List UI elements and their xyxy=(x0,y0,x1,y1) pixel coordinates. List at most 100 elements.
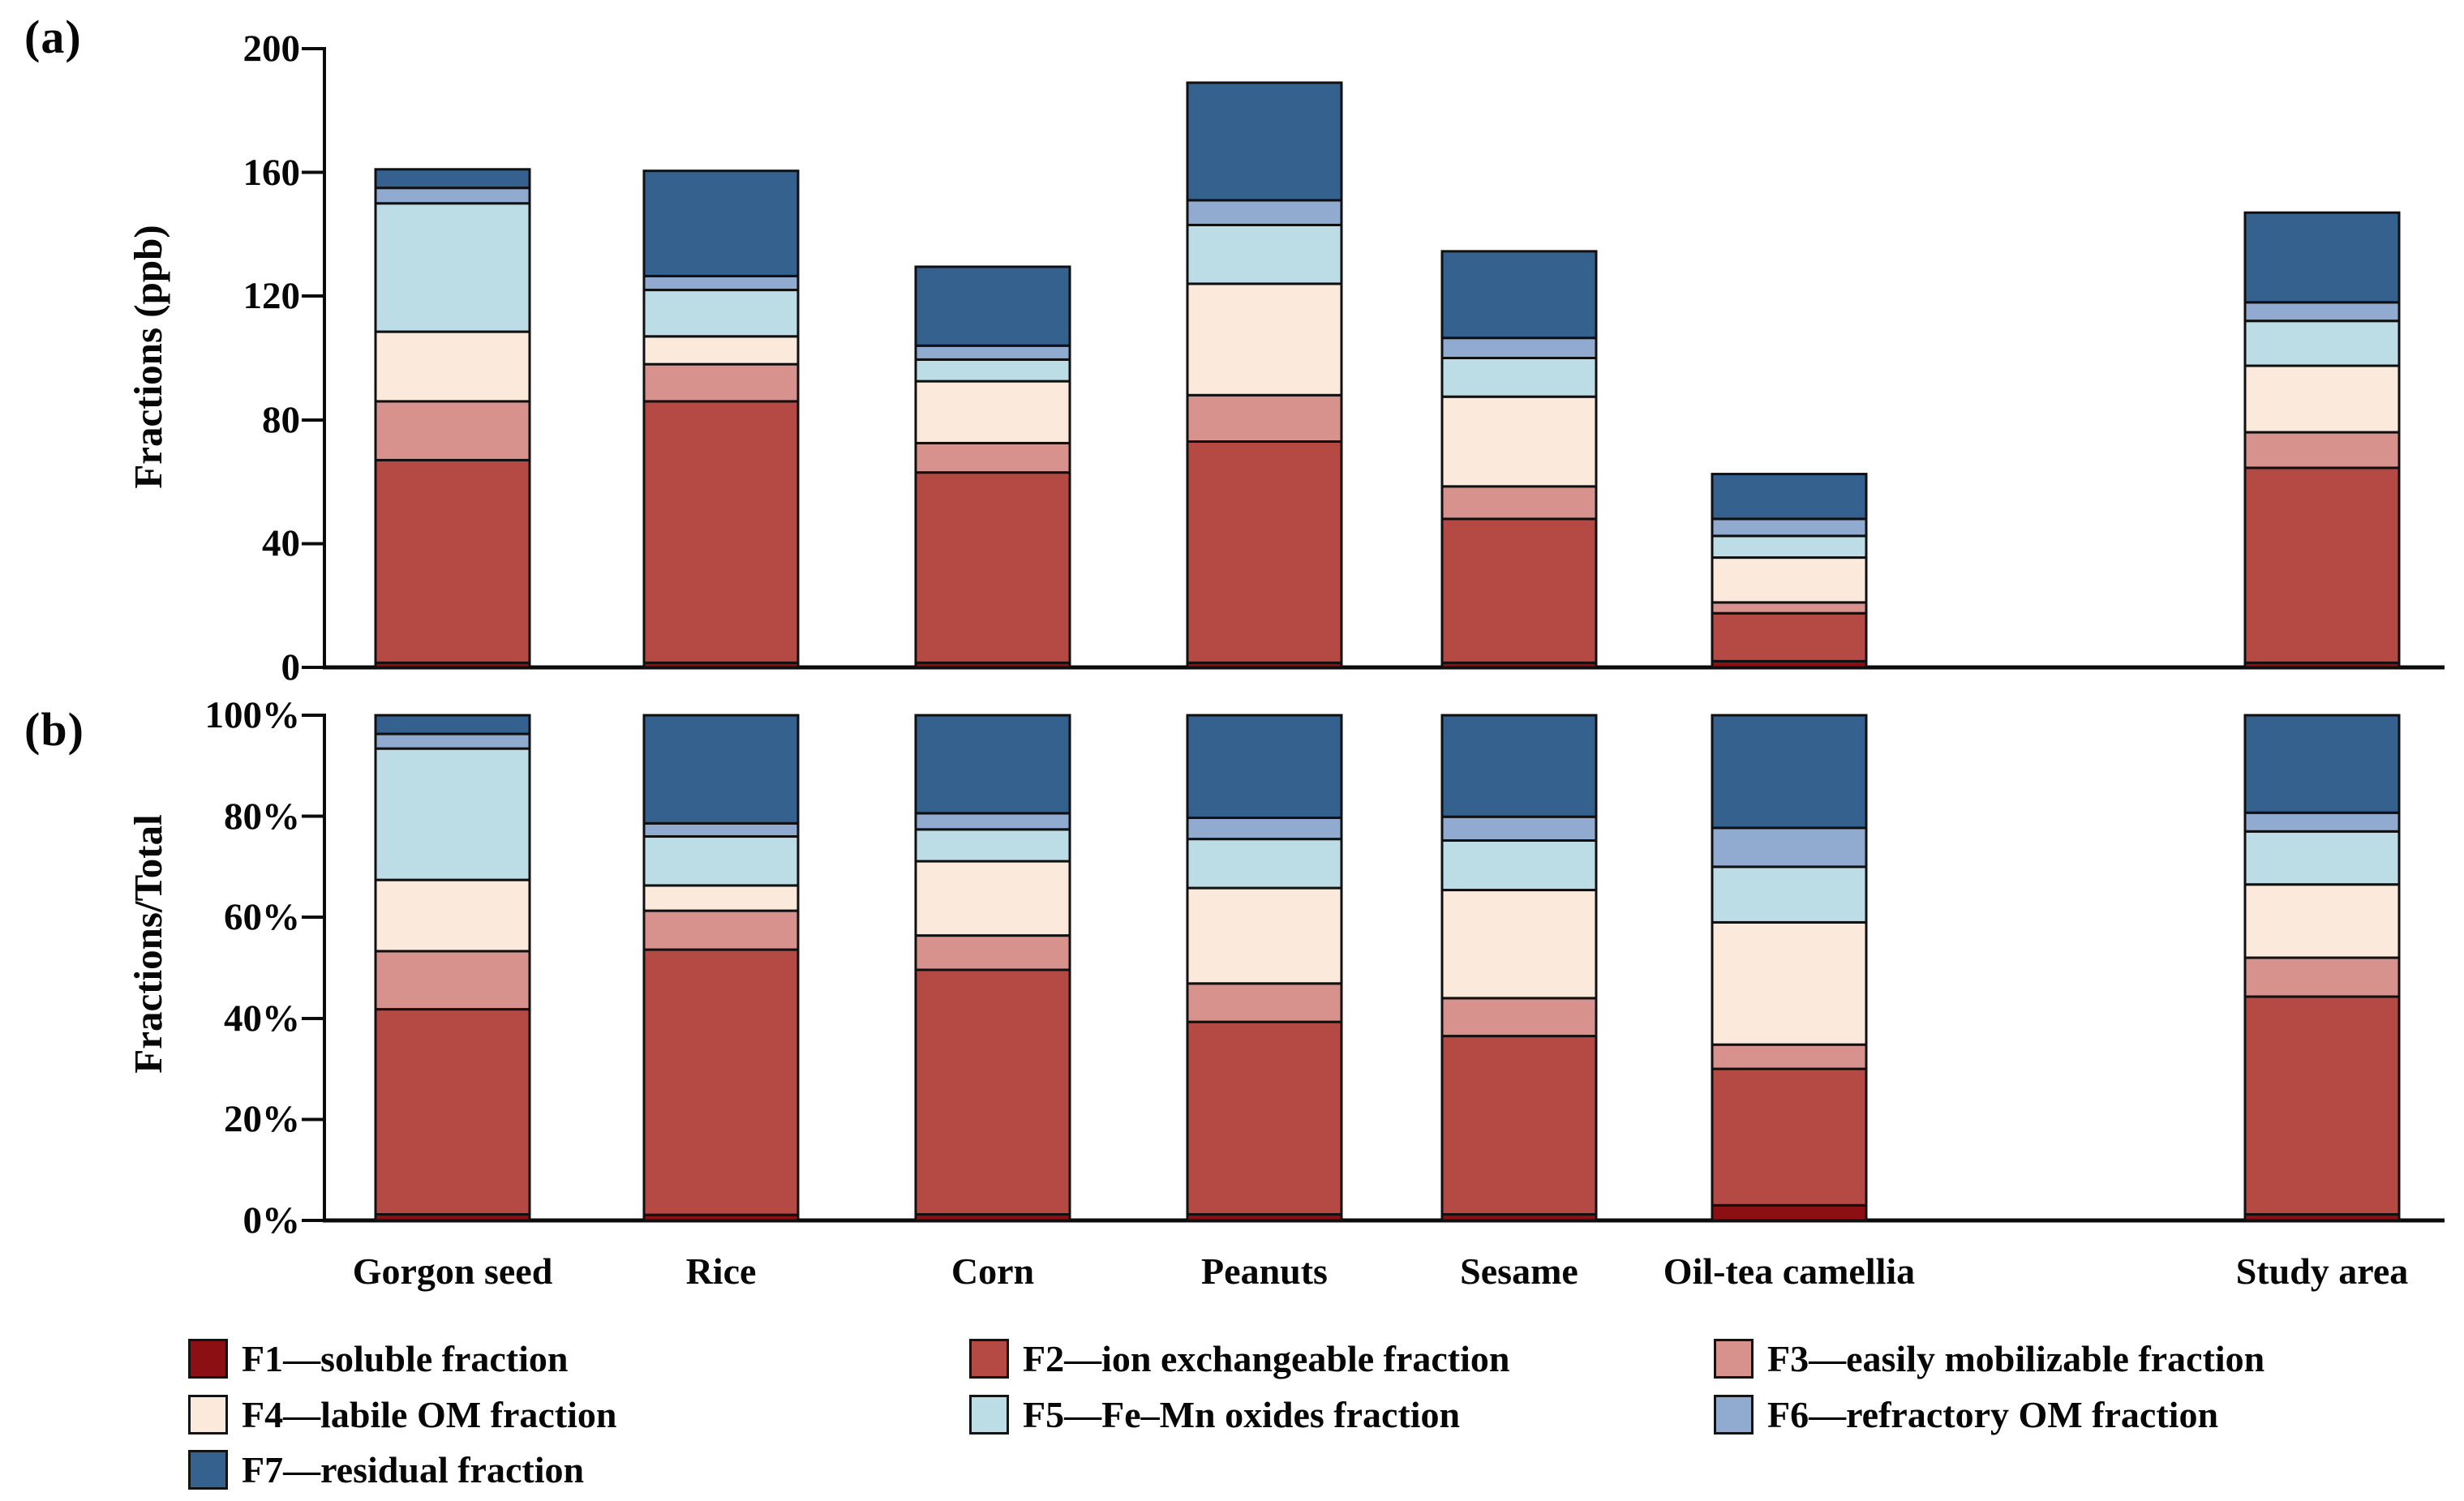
bar-segment-a-sesame-f6 xyxy=(1440,337,1598,360)
bar-segment-b-peanuts-f6 xyxy=(1186,816,1343,841)
bar-segment-b-study-area-f3 xyxy=(2243,956,2401,998)
legend-swatch-f1 xyxy=(188,1338,228,1379)
legend-item-f4: F4—labile OM fraction xyxy=(188,1394,616,1435)
bar-segment-b-sesame-f7 xyxy=(1440,714,1598,818)
bar-segment-b-sesame-f5 xyxy=(1440,839,1598,892)
y-tick-label-b-80: 80% xyxy=(224,795,300,838)
bar-segment-a-sesame-f7 xyxy=(1440,250,1598,340)
bar-segment-b-rice-f4 xyxy=(642,884,800,912)
panel-b-label: (b) xyxy=(24,703,84,756)
category-label-sesame: Sesame xyxy=(1460,1250,1578,1292)
category-label-oil-tea-camellia: Oil-tea camellia xyxy=(1663,1250,1916,1292)
bar-segment-a-gorgon-seed-f5 xyxy=(374,202,531,333)
bar-segment-b-gorgon-seed-f6 xyxy=(374,732,531,750)
legend-item-f2: F2—ion exchangeable fraction xyxy=(969,1338,1510,1379)
bar-segment-a-peanuts-f4 xyxy=(1186,282,1343,397)
bar-segment-b-sesame-f3 xyxy=(1440,997,1598,1038)
y-tick-label-a-120: 120 xyxy=(243,275,301,318)
bar-segment-a-oil-tea-camellia-f2 xyxy=(1711,611,1868,663)
bar-segment-a-oil-tea-camellia-f7 xyxy=(1711,473,1868,521)
y-tick-label-a-80: 80 xyxy=(262,398,300,441)
bar-segment-a-oil-tea-camellia-f4 xyxy=(1711,556,1868,604)
bar-segment-b-oil-tea-camellia-f5 xyxy=(1711,865,1868,924)
bar-segment-a-corn-f4 xyxy=(914,380,1071,444)
y-tick-label-b-60: 60% xyxy=(224,896,300,939)
bar-segment-a-rice-f5 xyxy=(642,289,800,338)
bar-segment-b-gorgon-seed-f7 xyxy=(374,714,531,735)
bar-segment-b-study-area-f6 xyxy=(2243,811,2401,833)
bar-segment-a-oil-tea-camellia-f3 xyxy=(1711,601,1868,615)
bar-segment-a-study-area-f4 xyxy=(2243,364,2401,434)
panel-a-label: (a) xyxy=(24,11,82,63)
legend-label-f6: F6—refractory OM fraction xyxy=(1767,1393,2219,1435)
bar-segment-a-study-area-f3 xyxy=(2243,431,2401,470)
legend-item-f5: F5—Fe–Mn oxides fraction xyxy=(969,1394,1460,1435)
bar-segment-b-oil-tea-camellia-f7 xyxy=(1711,714,1868,830)
bar-segment-b-corn-f2 xyxy=(914,968,1071,1216)
bar-segment-a-peanuts-f3 xyxy=(1186,393,1343,444)
y-tick-label-a-160: 160 xyxy=(243,151,301,194)
bar-segment-b-study-area-f4 xyxy=(2243,883,2401,959)
bar-segment-a-sesame-f5 xyxy=(1440,357,1598,398)
y-tick-label-b-0: 0% xyxy=(243,1199,301,1242)
category-label-rice: Rice xyxy=(685,1250,757,1292)
legend-swatch-f2 xyxy=(969,1338,1009,1379)
bar-segment-a-corn-f3 xyxy=(914,441,1071,474)
bar-segment-b-corn-f3 xyxy=(914,934,1071,971)
bar-segment-a-rice-f3 xyxy=(642,362,800,403)
legend-item-f1: F1—soluble fraction xyxy=(188,1338,568,1379)
bar-segment-b-rice-f6 xyxy=(642,821,800,838)
bar-segment-b-rice-f7 xyxy=(642,714,800,825)
bar-segment-b-rice-f2 xyxy=(642,948,800,1216)
bar-segment-b-peanuts-f4 xyxy=(1186,886,1343,985)
legend-swatch-f4 xyxy=(188,1394,228,1435)
category-label-corn: Corn xyxy=(951,1250,1035,1292)
bar-segment-b-gorgon-seed-f3 xyxy=(374,950,531,1011)
bar-segment-b-peanuts-f2 xyxy=(1186,1020,1343,1216)
bar-segment-b-oil-tea-camellia-f3 xyxy=(1711,1043,1868,1070)
bar-segment-b-peanuts-f3 xyxy=(1186,982,1343,1023)
bar-segment-b-oil-tea-camellia-f4 xyxy=(1711,920,1868,1046)
bar-segment-b-corn-f7 xyxy=(914,714,1071,815)
bar-segment-a-peanuts-f5 xyxy=(1186,223,1343,285)
bar-segment-a-corn-f7 xyxy=(914,265,1071,347)
bar-segment-a-corn-f2 xyxy=(914,471,1071,664)
bar-segment-b-sesame-f2 xyxy=(1440,1035,1598,1216)
bar-segment-a-sesame-f4 xyxy=(1440,395,1598,488)
bar-segment-b-corn-f4 xyxy=(914,860,1071,937)
legend-label-f7: F7—residual fraction xyxy=(242,1448,585,1490)
legend-label-f4: F4—labile OM fraction xyxy=(242,1393,617,1435)
category-label-peanuts: Peanuts xyxy=(1201,1250,1328,1292)
bar-segment-b-study-area-f5 xyxy=(2243,830,2401,886)
category-label-gorgon-seed: Gorgon seed xyxy=(352,1250,553,1292)
bar-segment-a-gorgon-seed-f2 xyxy=(374,458,531,664)
legend-swatch-f6 xyxy=(1714,1394,1754,1435)
legend-item-f7: F7—residual fraction xyxy=(188,1449,584,1490)
legend-swatch-f7 xyxy=(188,1449,228,1490)
bar-segment-b-sesame-f4 xyxy=(1440,889,1598,1000)
bar-segment-a-corn-f5 xyxy=(914,358,1071,383)
bar-segment-a-study-area-f6 xyxy=(2243,301,2401,323)
y-axis-title-panel-a: Fractions (ppb) xyxy=(126,225,170,489)
bar-segment-a-peanuts-f6 xyxy=(1186,199,1343,226)
bar-segment-a-rice-f4 xyxy=(642,335,800,366)
legend-swatch-f3 xyxy=(1714,1338,1754,1379)
bar-segment-a-study-area-f5 xyxy=(2243,319,2401,367)
legend-swatch-f5 xyxy=(969,1394,1009,1435)
bar-segment-a-corn-f6 xyxy=(914,344,1071,361)
bar-segment-b-rice-f3 xyxy=(642,909,800,951)
y-tick-label-b-100: 100% xyxy=(204,694,301,736)
bar-segment-b-gorgon-seed-f5 xyxy=(374,747,531,881)
bar-segment-a-peanuts-f2 xyxy=(1186,440,1343,664)
bar-segment-b-study-area-f7 xyxy=(2243,714,2401,814)
bar-segment-a-study-area-f2 xyxy=(2243,466,2401,664)
y-tick-label-b-20: 20% xyxy=(224,1098,300,1141)
bar-segment-a-gorgon-seed-f3 xyxy=(374,400,531,461)
bar-segment-a-rice-f7 xyxy=(642,169,800,277)
y-tick-label-a-40: 40 xyxy=(262,522,300,565)
bar-segment-a-oil-tea-camellia-f5 xyxy=(1711,534,1868,560)
bar-segment-a-sesame-f3 xyxy=(1440,485,1598,521)
bar-segment-a-rice-f6 xyxy=(642,274,800,292)
bar-segment-a-gorgon-seed-f7 xyxy=(374,168,531,190)
